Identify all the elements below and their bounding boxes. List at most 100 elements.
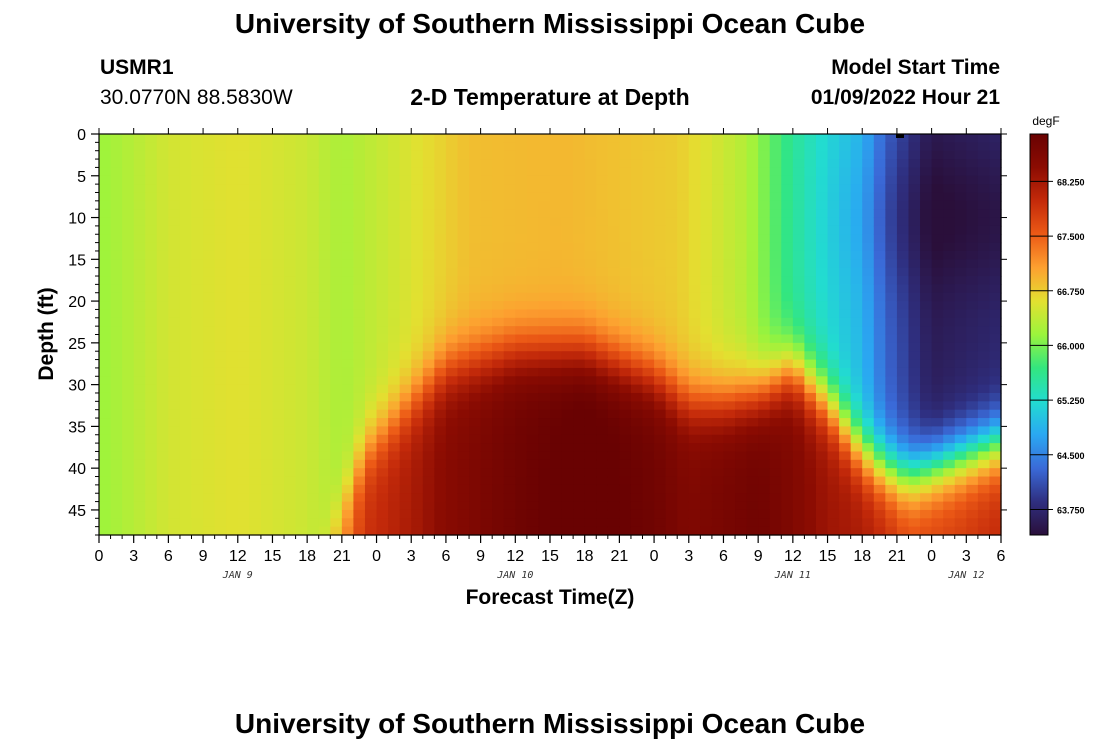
heat-cell — [203, 501, 216, 511]
heat-cell — [700, 509, 713, 519]
heat-cell — [630, 175, 644, 185]
heat-cell — [735, 367, 748, 377]
heat-cell — [954, 276, 967, 285]
heat-cell — [908, 434, 921, 444]
heat-cell — [573, 376, 586, 386]
heat-cell — [920, 200, 933, 210]
heat-cell — [457, 276, 470, 285]
heat-cell — [469, 518, 482, 528]
heat-cell — [260, 367, 274, 377]
heat-cell — [307, 225, 320, 235]
heat-cell — [99, 159, 112, 169]
heat-cell — [607, 401, 620, 411]
heat-cell — [284, 225, 297, 235]
heat-cell — [388, 409, 401, 419]
heat-cell — [249, 476, 262, 486]
heat-cell — [133, 392, 146, 402]
heat-cell — [422, 518, 435, 528]
heat-cell — [260, 301, 274, 311]
heat-cell — [607, 184, 620, 194]
heat-cell — [434, 292, 447, 302]
heat-cell — [411, 426, 424, 436]
heat-cell — [665, 493, 678, 503]
heat-cell — [989, 476, 1002, 486]
heat-cell — [792, 359, 806, 369]
heat-cell — [931, 418, 944, 427]
heat-cell — [966, 284, 979, 294]
heat-cell — [376, 192, 389, 202]
heat-cell — [943, 175, 956, 185]
heat-cell — [99, 309, 112, 319]
heat-cell — [330, 284, 343, 294]
heat-cell — [515, 267, 528, 277]
heat-cell — [665, 384, 678, 394]
heat-cell — [422, 234, 435, 244]
heat-cell — [630, 276, 644, 285]
heat-cell — [538, 284, 551, 294]
heat-cell — [827, 392, 840, 402]
heat-cell — [99, 242, 112, 252]
heat-cell — [908, 292, 921, 302]
heat-cell — [885, 259, 898, 269]
heat-cell — [214, 351, 227, 361]
heat-cell — [145, 392, 158, 402]
heat-cell — [630, 326, 644, 336]
heat-cell — [110, 317, 123, 327]
colorbar-tick-label: 63.750 — [1057, 505, 1085, 515]
heat-cell — [133, 150, 146, 160]
heat-cell — [654, 192, 667, 202]
heat-cell — [156, 451, 169, 461]
heat-cell — [804, 217, 817, 227]
heat-cell — [399, 376, 412, 386]
heat-cell — [168, 134, 181, 143]
heat-cell — [642, 342, 655, 352]
heat-cell — [711, 501, 725, 511]
heat-cell — [99, 317, 112, 327]
heat-cell — [353, 484, 366, 494]
heat-cell — [492, 509, 505, 519]
heat-cell — [445, 259, 459, 269]
heat-cell — [122, 334, 135, 344]
heat-cell — [492, 434, 505, 444]
heat-cell — [723, 518, 736, 528]
heat-cell — [561, 426, 574, 436]
heat-cell — [353, 234, 366, 244]
heat-cell — [214, 284, 227, 294]
heat-cell — [399, 468, 412, 478]
heat-cell — [954, 342, 967, 352]
heat-cell — [954, 250, 967, 260]
heat-cell — [260, 234, 274, 244]
heat-cell — [179, 150, 193, 160]
heat-cell — [873, 167, 886, 177]
heat-cell — [99, 384, 112, 394]
heat-cell — [966, 159, 979, 169]
heat-cell — [735, 250, 748, 260]
heat-cell — [526, 426, 540, 436]
heat-cell — [735, 225, 748, 235]
heat-cell — [411, 434, 424, 444]
heat-cell — [388, 175, 401, 185]
heat-cell — [341, 526, 355, 536]
heat-cell — [931, 317, 944, 327]
heat-cell — [330, 217, 343, 227]
heat-cell — [989, 418, 1002, 427]
heat-cell — [307, 134, 320, 143]
heat-cell — [654, 284, 667, 294]
heat-cell — [850, 326, 863, 336]
heat-cell — [307, 284, 320, 294]
heat-cell — [411, 134, 424, 143]
heat-cell — [179, 484, 193, 494]
heat-cell — [550, 392, 563, 402]
heat-cell — [607, 309, 620, 319]
heat-cell — [249, 501, 262, 511]
heat-cell — [908, 134, 921, 143]
heat-cell — [573, 225, 586, 235]
heat-cell — [781, 401, 794, 411]
heat-cell — [954, 309, 967, 319]
heat-cell — [133, 142, 146, 152]
heat-cell — [931, 267, 944, 277]
heat-cell — [711, 518, 725, 528]
heat-cell — [122, 267, 135, 277]
heat-cell — [168, 443, 181, 453]
heat-cell — [573, 326, 586, 336]
